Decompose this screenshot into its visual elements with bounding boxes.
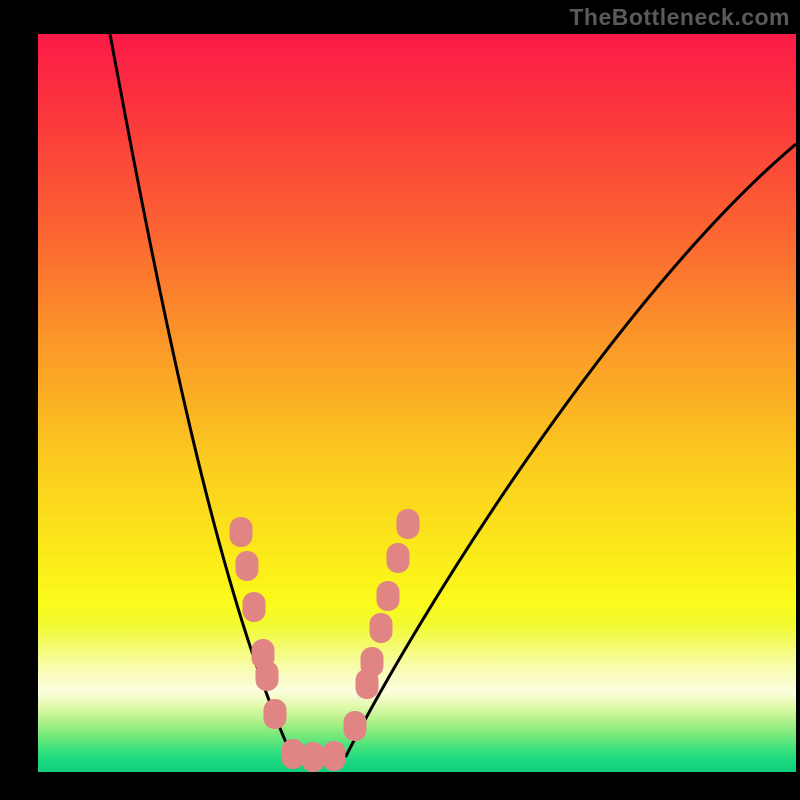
- data-marker: [370, 613, 393, 643]
- plot-area: [38, 34, 796, 772]
- data-marker: [236, 551, 259, 581]
- chart-container: TheBottleneck.com: [0, 0, 800, 800]
- data-marker: [282, 739, 305, 769]
- data-marker: [264, 699, 287, 729]
- data-marker: [323, 741, 346, 771]
- data-marker: [256, 661, 279, 691]
- data-marker: [377, 581, 400, 611]
- bottleneck-chart-svg: [38, 34, 796, 772]
- data-marker: [243, 592, 266, 622]
- gradient-background: [38, 34, 796, 772]
- data-marker: [397, 509, 420, 539]
- data-marker: [361, 647, 384, 677]
- data-marker: [302, 742, 325, 772]
- data-marker: [387, 543, 410, 573]
- data-marker: [344, 711, 367, 741]
- data-marker: [230, 517, 253, 547]
- watermark-text: TheBottleneck.com: [569, 4, 790, 31]
